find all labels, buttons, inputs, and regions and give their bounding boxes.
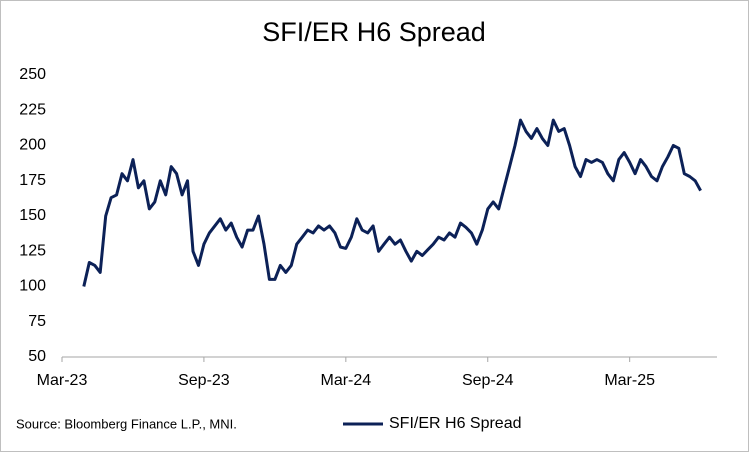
y-tick-label: 175 bbox=[19, 172, 46, 189]
x-tick-label: Mar-24 bbox=[320, 372, 371, 389]
series-line bbox=[82, 118, 702, 287]
x-tick-label: Mar-25 bbox=[604, 372, 655, 389]
y-tick-label: 50 bbox=[28, 348, 46, 365]
y-tick-label: 125 bbox=[19, 242, 46, 259]
legend-label: SFI/ER H6 Spread bbox=[389, 415, 522, 432]
y-tick-label: 100 bbox=[19, 278, 46, 295]
y-tick-label: 75 bbox=[28, 313, 46, 330]
y-tick-label: 200 bbox=[19, 137, 46, 154]
source: Source: Bloomberg Finance L.P., MNI. bbox=[16, 416, 237, 431]
y-tick-label: 225 bbox=[19, 101, 46, 118]
x-tick-label: Mar-23 bbox=[37, 372, 88, 389]
x-tick-label: Sep-24 bbox=[462, 372, 514, 389]
chart-title: SFI/ER H6 Spread bbox=[262, 17, 486, 47]
x-tick-label: Sep-23 bbox=[178, 372, 230, 389]
y-tick-label: 250 bbox=[19, 66, 46, 83]
y-tick-label: 150 bbox=[19, 207, 46, 224]
